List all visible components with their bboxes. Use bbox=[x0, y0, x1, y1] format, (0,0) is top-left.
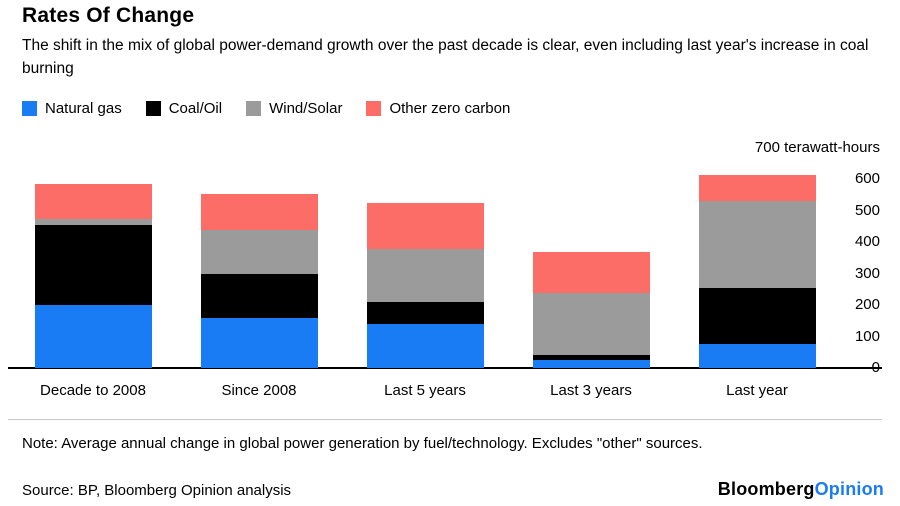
legend-swatch bbox=[22, 101, 37, 116]
stacked-bar-chart: 700 terawatt-hours 0 100 200 300 400 500 600 De… bbox=[0, 139, 900, 410]
y-tick-label: 0 bbox=[871, 359, 880, 376]
bar-segment bbox=[366, 302, 484, 324]
bar-segment bbox=[532, 360, 650, 368]
bar-segment bbox=[34, 225, 152, 305]
x-axis-label: Since 2008 bbox=[221, 382, 297, 399]
chart-title: Rates Of Change bbox=[22, 4, 195, 27]
bloomberg-opinion-logo: BloombergOpinion bbox=[718, 479, 884, 500]
source-text: Source: BP, Bloomberg Opinion analysis bbox=[22, 482, 292, 499]
legend-label: Coal/Oil bbox=[168, 100, 223, 117]
legend-item: Coal/Oil bbox=[145, 100, 223, 117]
bar-segment bbox=[532, 293, 650, 355]
bar-segment bbox=[698, 344, 816, 368]
bar-segment bbox=[698, 175, 816, 201]
chart-subtitle: The shift in the mix of global power-dem… bbox=[22, 37, 869, 78]
legend-label: Natural gas bbox=[45, 100, 122, 117]
bar-segment bbox=[34, 219, 152, 225]
legend-swatch bbox=[246, 101, 262, 116]
y-tick-label: 600 bbox=[854, 170, 880, 188]
bar-segment bbox=[200, 274, 318, 318]
note-text: Note: Average annual change in global po… bbox=[22, 435, 703, 452]
y-tick-label: 100 bbox=[854, 327, 880, 345]
logo-bloomberg: Bloomberg bbox=[717, 479, 815, 499]
legend-swatch bbox=[366, 101, 382, 116]
x-axis-label: Decade to 2008 bbox=[40, 382, 146, 399]
y-tick-label: 200 bbox=[854, 296, 880, 314]
y-tick-label: 400 bbox=[854, 233, 880, 251]
bar-segment bbox=[200, 318, 318, 368]
legend-label: Wind/Solar bbox=[269, 100, 343, 117]
x-axis-line bbox=[8, 367, 882, 369]
x-axis-label: Last 5 years bbox=[384, 382, 466, 399]
logo-opinion: Opinion bbox=[814, 479, 884, 499]
bar-segment bbox=[532, 355, 650, 360]
bar-segment bbox=[200, 194, 318, 230]
legend-item: Other zero carbon bbox=[366, 100, 510, 117]
legend-item: Natural gas bbox=[22, 100, 122, 117]
divider-line bbox=[8, 419, 882, 420]
x-axis-label: Last 3 years bbox=[550, 382, 632, 399]
bar-segment bbox=[366, 324, 484, 368]
bar-segment bbox=[366, 203, 484, 249]
legend-swatch bbox=[145, 101, 161, 116]
bar-segment bbox=[34, 184, 152, 219]
bar-segment bbox=[34, 305, 152, 368]
y-axis-unit-label: 700 terawatt-hours bbox=[754, 139, 880, 156]
legend-item: Wind/Solar bbox=[246, 100, 342, 117]
bar-segment bbox=[366, 249, 484, 302]
y-tick-label: 300 bbox=[854, 264, 880, 282]
bar-segment bbox=[698, 288, 816, 344]
legend: Natural gas Coal/Oil Wind/Solar Other zero … bbox=[22, 100, 510, 117]
bar-segment bbox=[532, 252, 650, 293]
bar-segment bbox=[200, 230, 318, 274]
x-axis-label: Last year bbox=[726, 382, 788, 399]
legend-label: Other zero carbon bbox=[389, 100, 511, 117]
y-tick-label: 500 bbox=[854, 201, 880, 219]
bar-segment bbox=[698, 201, 816, 288]
